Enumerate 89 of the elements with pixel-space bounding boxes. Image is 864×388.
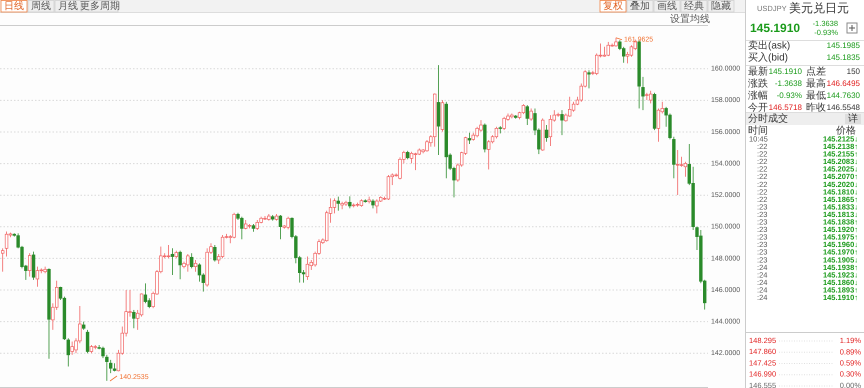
candlestick: [548, 114, 552, 146]
text: 今开: [748, 102, 768, 114]
candlestick: [86, 329, 90, 354]
candlestick: [560, 110, 564, 136]
text: 月线: [58, 0, 78, 12]
candlestick: [132, 310, 136, 329]
text: 最高: [806, 78, 826, 90]
candlestick: [568, 96, 572, 118]
candlestick: [178, 250, 182, 280]
candlestick: [190, 252, 194, 269]
text: 美元兑日元: [789, 1, 849, 16]
text: 更多周期: [80, 0, 120, 12]
candlestick: [348, 196, 352, 209]
candlestick: [101, 346, 105, 359]
text: 买入(bid): [748, 52, 788, 64]
candlestick: [602, 46, 606, 58]
candlestick: [194, 260, 198, 272]
candlestick: [32, 251, 36, 280]
text: 周线: [31, 0, 51, 12]
annotation: 设置均线: [670, 13, 710, 26]
candlestick: [526, 104, 529, 126]
candlestick: [502, 116, 506, 130]
candlestick: [4, 231, 8, 257]
text: 145.1835: [826, 53, 861, 62]
candlestick: [306, 256, 310, 280]
text: 145.1910: [750, 21, 800, 36]
candlestick: [414, 152, 418, 170]
candlestick: [375, 198, 379, 214]
candlestick: [220, 234, 224, 259]
text: 144.7630: [826, 91, 861, 100]
text: 点差: [806, 66, 826, 78]
text: 隐藏: [711, 0, 731, 12]
candlestick: [213, 244, 217, 262]
candlestick: [28, 252, 32, 277]
text: 150: [846, 67, 861, 76]
candlestick: [544, 124, 548, 142]
candlestick: [656, 108, 660, 142]
candlestick: [336, 196, 340, 212]
text: 画线: [657, 0, 677, 12]
candlestick: [386, 174, 390, 200]
candlestick: [170, 248, 174, 276]
candlestick: [144, 282, 148, 304]
candlestick: [244, 220, 248, 230]
text: 价格: [835, 124, 856, 137]
candlestick: [606, 42, 610, 57]
text: 146.6495: [826, 79, 861, 88]
candlestick: [112, 362, 116, 372]
text: 时间: [748, 124, 768, 137]
text: 日线: [4, 0, 24, 12]
text: 分时成交: [748, 112, 788, 125]
text: 昨收: [806, 102, 826, 114]
candlestick: [479, 120, 483, 132]
text: 复权: [603, 0, 623, 12]
candlestick: [371, 198, 375, 209]
text: 详: [848, 112, 858, 125]
text: 卖出(ask): [748, 40, 790, 52]
candlestick: [278, 214, 282, 240]
text: 叠加: [630, 0, 650, 12]
candlestick: [529, 108, 533, 122]
text: 最低: [806, 90, 826, 102]
text: 涨幅: [748, 90, 768, 102]
candlestick: [436, 64, 440, 156]
candlestick: [166, 244, 170, 259]
text: 145.1910: [768, 67, 803, 76]
candlestick: [684, 161, 688, 178]
candlestick: [256, 220, 259, 230]
candlestick: [232, 212, 236, 239]
candlestick: [340, 201, 344, 210]
candlestick: [70, 341, 74, 356]
text: 146.5718: [768, 103, 803, 112]
candlestick: [198, 262, 202, 282]
candlestick: [286, 216, 290, 230]
candlestick: [109, 359, 112, 374]
candlestick: [468, 132, 472, 144]
text: -1.3638: [774, 79, 803, 88]
text: -0.93%: [776, 91, 802, 100]
candlestick: [240, 216, 244, 240]
candlestick: [676, 150, 680, 196]
candlestick: [186, 254, 190, 272]
candlestick: [680, 156, 684, 168]
text: 涨跌: [748, 78, 768, 90]
text: 最新: [748, 66, 768, 78]
candlestick: [556, 112, 560, 118]
text: 经典: [684, 0, 704, 12]
candlestick: [649, 90, 652, 104]
text: 145.1985: [826, 41, 861, 50]
candlestick: [36, 266, 40, 288]
candlestick: [140, 292, 144, 317]
text: 146.5548: [826, 103, 861, 112]
